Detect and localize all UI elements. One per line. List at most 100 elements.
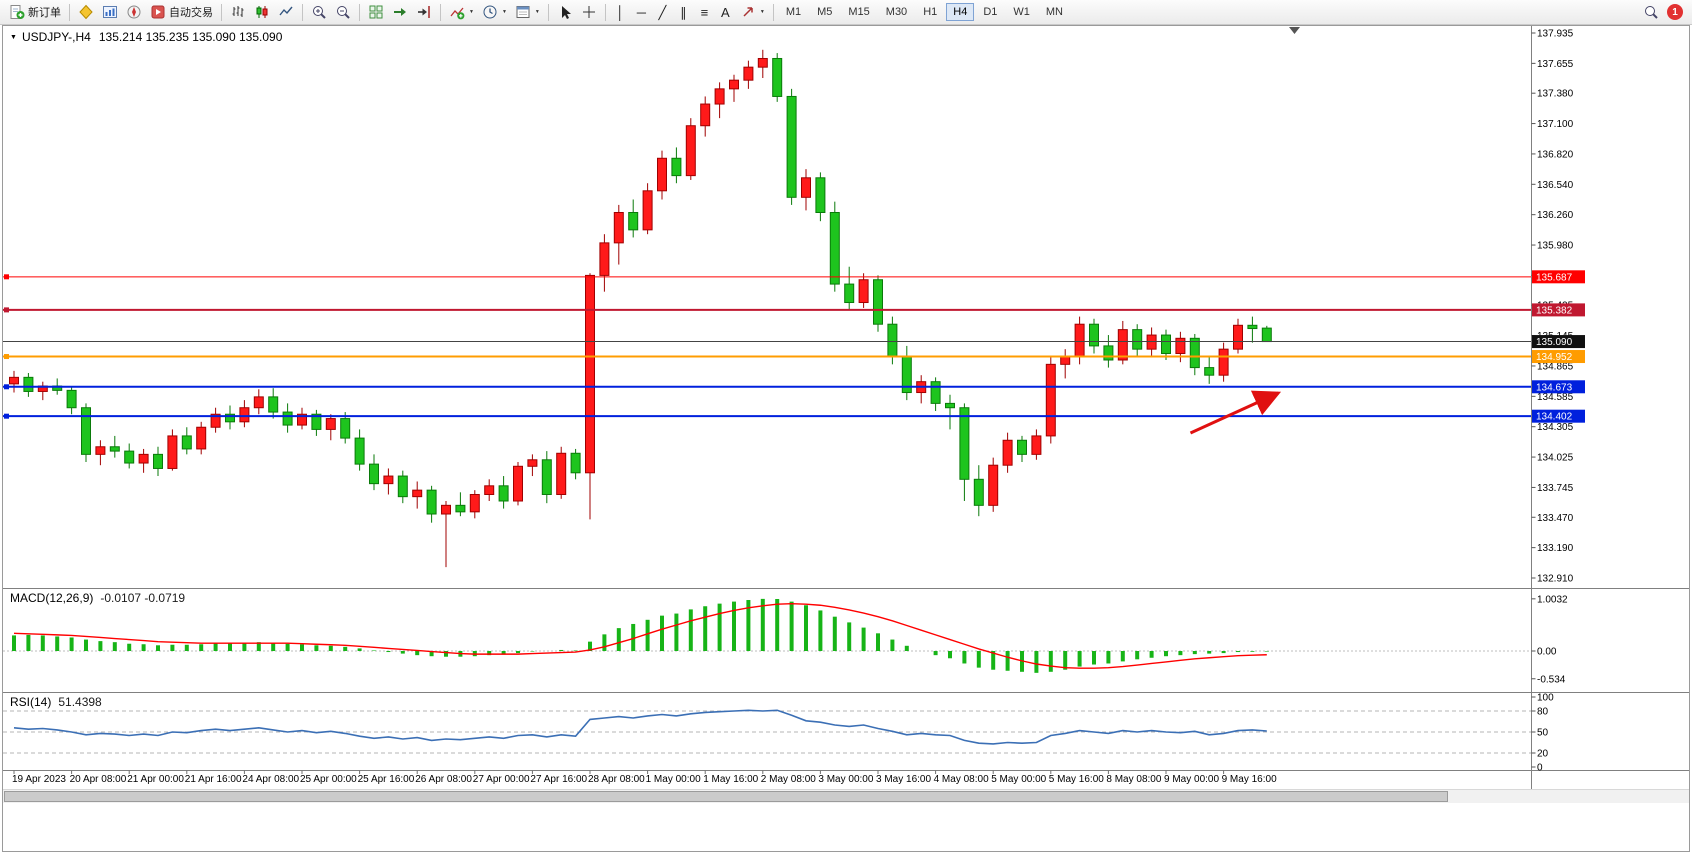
vertical-line-tool-button[interactable]: │ bbox=[610, 2, 631, 23]
price-tick-label: 136.820 bbox=[1537, 149, 1574, 160]
search-icon bbox=[1645, 6, 1658, 19]
pivot-line-orange-price-text: 134.952 bbox=[1536, 352, 1573, 363]
channel-tool-button[interactable]: ∥ bbox=[673, 2, 694, 23]
timeframe-button-m30[interactable]: M30 bbox=[885, 6, 908, 18]
market-watch-button[interactable] bbox=[98, 2, 122, 23]
candle-body bbox=[685, 125, 696, 177]
time-tick-label: 21 Apr 00:00 bbox=[127, 774, 184, 785]
collapse-triangle-icon[interactable]: ▼ bbox=[10, 34, 17, 41]
horizontal-line-tool-button[interactable]: ─ bbox=[631, 2, 652, 23]
indicators-button[interactable]: ▼ bbox=[445, 2, 478, 23]
rsi-line bbox=[13, 709, 1267, 745]
time-tick-label: 9 May 16:00 bbox=[1222, 774, 1277, 785]
autotrading-button[interactable]: 自动交易 bbox=[146, 2, 217, 23]
periods-button[interactable]: ▼ bbox=[478, 2, 511, 23]
price-tick-label: 137.380 bbox=[1537, 89, 1574, 100]
candle-body bbox=[1175, 337, 1186, 354]
templates-button[interactable]: ▼ bbox=[511, 2, 544, 23]
resistance-line-lower-anchor[interactable] bbox=[4, 307, 9, 313]
trend-arrow-annotation[interactable] bbox=[1189, 390, 1282, 435]
text-tool-button[interactable]: A bbox=[715, 2, 736, 23]
chart-line-button[interactable] bbox=[274, 2, 298, 23]
zoom-in-button[interactable] bbox=[307, 2, 331, 23]
time-tick-label: 28 Apr 08:00 bbox=[588, 774, 645, 785]
timeframe-button-h4[interactable]: H4 bbox=[946, 3, 975, 21]
rsi-name: RSI(14) bbox=[10, 695, 52, 709]
candle-body bbox=[167, 435, 178, 469]
candle-body bbox=[973, 478, 984, 506]
chart-plot-area[interactable] bbox=[3, 26, 1531, 770]
timeframe-button-m1[interactable]: M1 bbox=[785, 6, 802, 18]
rsi-indicator-label: RSI(14) 51.4398 bbox=[10, 695, 102, 709]
chart-shift-button[interactable] bbox=[412, 2, 436, 23]
horizontal-line-icon: ─ bbox=[636, 4, 646, 20]
search-button[interactable] bbox=[1639, 2, 1663, 23]
timeframe-button-d1[interactable]: D1 bbox=[983, 6, 998, 18]
chart-shift-marker[interactable] bbox=[1289, 27, 1300, 34]
fibonacci-tool-button[interactable]: ≡ bbox=[694, 2, 715, 23]
chart-bars-button[interactable] bbox=[226, 2, 250, 23]
candle-body bbox=[253, 396, 264, 409]
horizontal-scrollbar[interactable] bbox=[3, 789, 1689, 803]
macd-signal-line bbox=[13, 602, 1267, 669]
crosshair-icon bbox=[582, 6, 595, 18]
timeframe-button-m5[interactable]: M5 bbox=[817, 6, 833, 18]
candle-body bbox=[297, 413, 307, 426]
candle-body bbox=[657, 157, 667, 192]
price-tick-label: 134.865 bbox=[1537, 361, 1574, 372]
text-tool-icon: A bbox=[721, 4, 730, 20]
support-line-lower-anchor[interactable] bbox=[4, 413, 9, 419]
navigator-icon bbox=[127, 5, 141, 19]
time-tick-label: 5 May 16:00 bbox=[1049, 774, 1104, 785]
trendline-tool-button[interactable]: ╱ bbox=[652, 2, 673, 23]
cursor-tool-button[interactable] bbox=[553, 2, 577, 23]
candle-body bbox=[383, 475, 394, 485]
time-tick-label: 20 Apr 08:00 bbox=[70, 774, 127, 785]
candle-body bbox=[527, 459, 538, 467]
candle-body bbox=[1146, 334, 1157, 350]
candle-body bbox=[1161, 334, 1171, 354]
candle-body bbox=[959, 407, 970, 480]
candle-body bbox=[1017, 439, 1027, 455]
candle-body bbox=[1204, 367, 1215, 376]
candle-body bbox=[484, 485, 495, 495]
chart-candles-button[interactable] bbox=[250, 2, 274, 23]
metaeditor-button[interactable] bbox=[74, 2, 98, 23]
candle-body bbox=[239, 407, 250, 423]
timeframe-button-mn[interactable]: MN bbox=[1045, 6, 1063, 18]
auto-scroll-button[interactable] bbox=[388, 2, 412, 23]
price-tick-label: 137.935 bbox=[1537, 29, 1574, 40]
time-tick-label: 3 May 16:00 bbox=[876, 774, 931, 785]
candle-body bbox=[282, 411, 293, 426]
zoom-out-button[interactable] bbox=[331, 2, 355, 23]
time-tick-label: 26 Apr 08:00 bbox=[415, 774, 472, 785]
autotrading-icon bbox=[151, 5, 165, 19]
timeframe-button-m15[interactable]: M15 bbox=[848, 6, 870, 18]
resistance-line-upper-anchor[interactable] bbox=[4, 274, 9, 280]
notifications-badge[interactable]: 1 bbox=[1667, 4, 1683, 20]
new-order-button[interactable]: 新订单 bbox=[5, 2, 65, 23]
dropdown-caret-icon: ▼ bbox=[501, 8, 507, 15]
pivot-line-orange-anchor[interactable] bbox=[4, 354, 9, 360]
crosshair-tool-button[interactable] bbox=[577, 2, 601, 23]
candle-body bbox=[340, 418, 351, 439]
tile-windows-button[interactable] bbox=[364, 2, 388, 23]
timeframe-button-h1[interactable]: H1 bbox=[923, 6, 938, 18]
support-line-upper-anchor[interactable] bbox=[4, 384, 9, 390]
candle-body bbox=[930, 381, 941, 404]
time-tick-label: 8 May 08:00 bbox=[1106, 774, 1161, 785]
candle-body bbox=[873, 279, 883, 325]
macd-tick-label: 1.0032 bbox=[1537, 594, 1568, 605]
arrows-tool-button[interactable]: ▼ bbox=[736, 2, 769, 23]
candle-body bbox=[469, 493, 480, 513]
price-tick-label: 134.025 bbox=[1537, 453, 1574, 464]
candle-body bbox=[599, 242, 610, 276]
navigator-button[interactable] bbox=[122, 2, 146, 23]
price-tick-label: 133.470 bbox=[1537, 513, 1574, 524]
autotrading-label: 自动交易 bbox=[169, 7, 213, 19]
toolbar-separator bbox=[359, 3, 360, 21]
candle-body bbox=[1117, 329, 1128, 361]
timeframe-button-w1[interactable]: W1 bbox=[1013, 6, 1030, 18]
scrollbar-thumb[interactable] bbox=[4, 791, 1448, 802]
candle-body bbox=[829, 211, 840, 285]
